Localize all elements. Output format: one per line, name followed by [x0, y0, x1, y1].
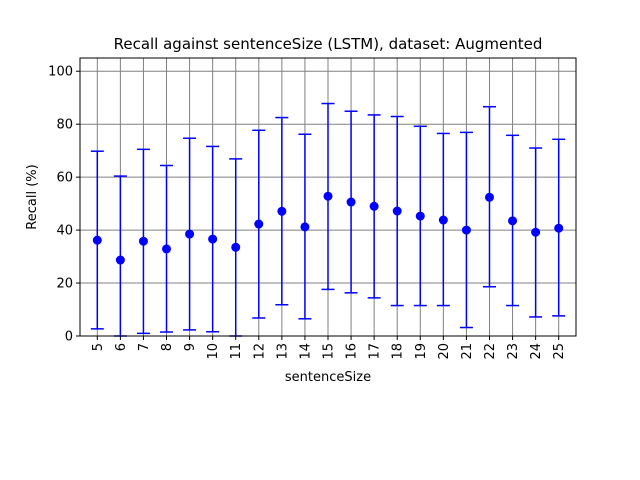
x-tick-label: 12 [252, 343, 267, 360]
data-point [415, 211, 425, 221]
x-axis-ticks: 5 6 7 8 9 10 11 12 13 14 15 16 17 18 19 20 21 22 23 24 25 [91, 336, 567, 360]
x-tick-label: 14 [298, 343, 313, 360]
y-tick-label: 60 [56, 171, 73, 186]
data-point [484, 192, 494, 202]
x-tick-label: 16 [345, 343, 360, 360]
x-tick-label: 17 [368, 343, 383, 360]
data-point [138, 236, 148, 246]
data-point [438, 215, 448, 225]
data-point [461, 225, 471, 235]
y-tick-label: 0 [65, 330, 73, 345]
x-tick-label: 23 [506, 343, 521, 360]
x-tick-label: 22 [483, 343, 498, 360]
data-points [92, 191, 564, 265]
data-point [277, 206, 287, 216]
data-point [346, 197, 356, 207]
data-point [254, 219, 264, 229]
y-tick-label: 80 [56, 118, 73, 133]
plot-area-frame [79, 57, 577, 337]
data-point [554, 223, 564, 233]
data-point [162, 244, 172, 254]
x-tick-label: 8 [160, 343, 175, 351]
y-axis-label: Recall (%) [25, 164, 40, 229]
y-tick-label: 100 [48, 65, 73, 80]
data-point [300, 222, 310, 232]
data-point [323, 191, 333, 201]
x-tick-label: 19 [414, 343, 429, 360]
x-tick-label: 11 [229, 343, 244, 360]
data-point [231, 242, 241, 252]
x-tick-label: 5 [91, 343, 106, 351]
x-tick-label: 20 [437, 343, 452, 360]
y-tick-label: 40 [56, 224, 73, 239]
data-point [531, 227, 541, 237]
x-tick-label: 24 [529, 343, 544, 360]
x-tick-label: 21 [460, 343, 475, 360]
data-point [208, 234, 218, 244]
data-point [115, 255, 125, 265]
x-tick-label: 18 [391, 343, 406, 360]
x-tick-label: 25 [552, 343, 567, 360]
chart-title: Recall against sentenceSize (LSTM), data… [114, 35, 543, 53]
data-point [369, 201, 379, 211]
x-tick-label: 10 [206, 343, 221, 360]
x-axis-label: sentenceSize [285, 370, 371, 385]
y-tick-label: 20 [56, 277, 73, 292]
x-tick-label: 6 [114, 343, 129, 351]
x-tick-label: 9 [183, 343, 198, 351]
data-point [392, 206, 402, 216]
data-point [508, 216, 518, 226]
x-tick-label: 13 [275, 343, 290, 360]
data-point [92, 235, 102, 245]
y-axis-ticks: 0 20 40 60 80 100 [48, 65, 80, 345]
x-tick-label: 7 [137, 343, 152, 351]
data-point [185, 229, 195, 239]
x-tick-label: 15 [322, 343, 337, 360]
